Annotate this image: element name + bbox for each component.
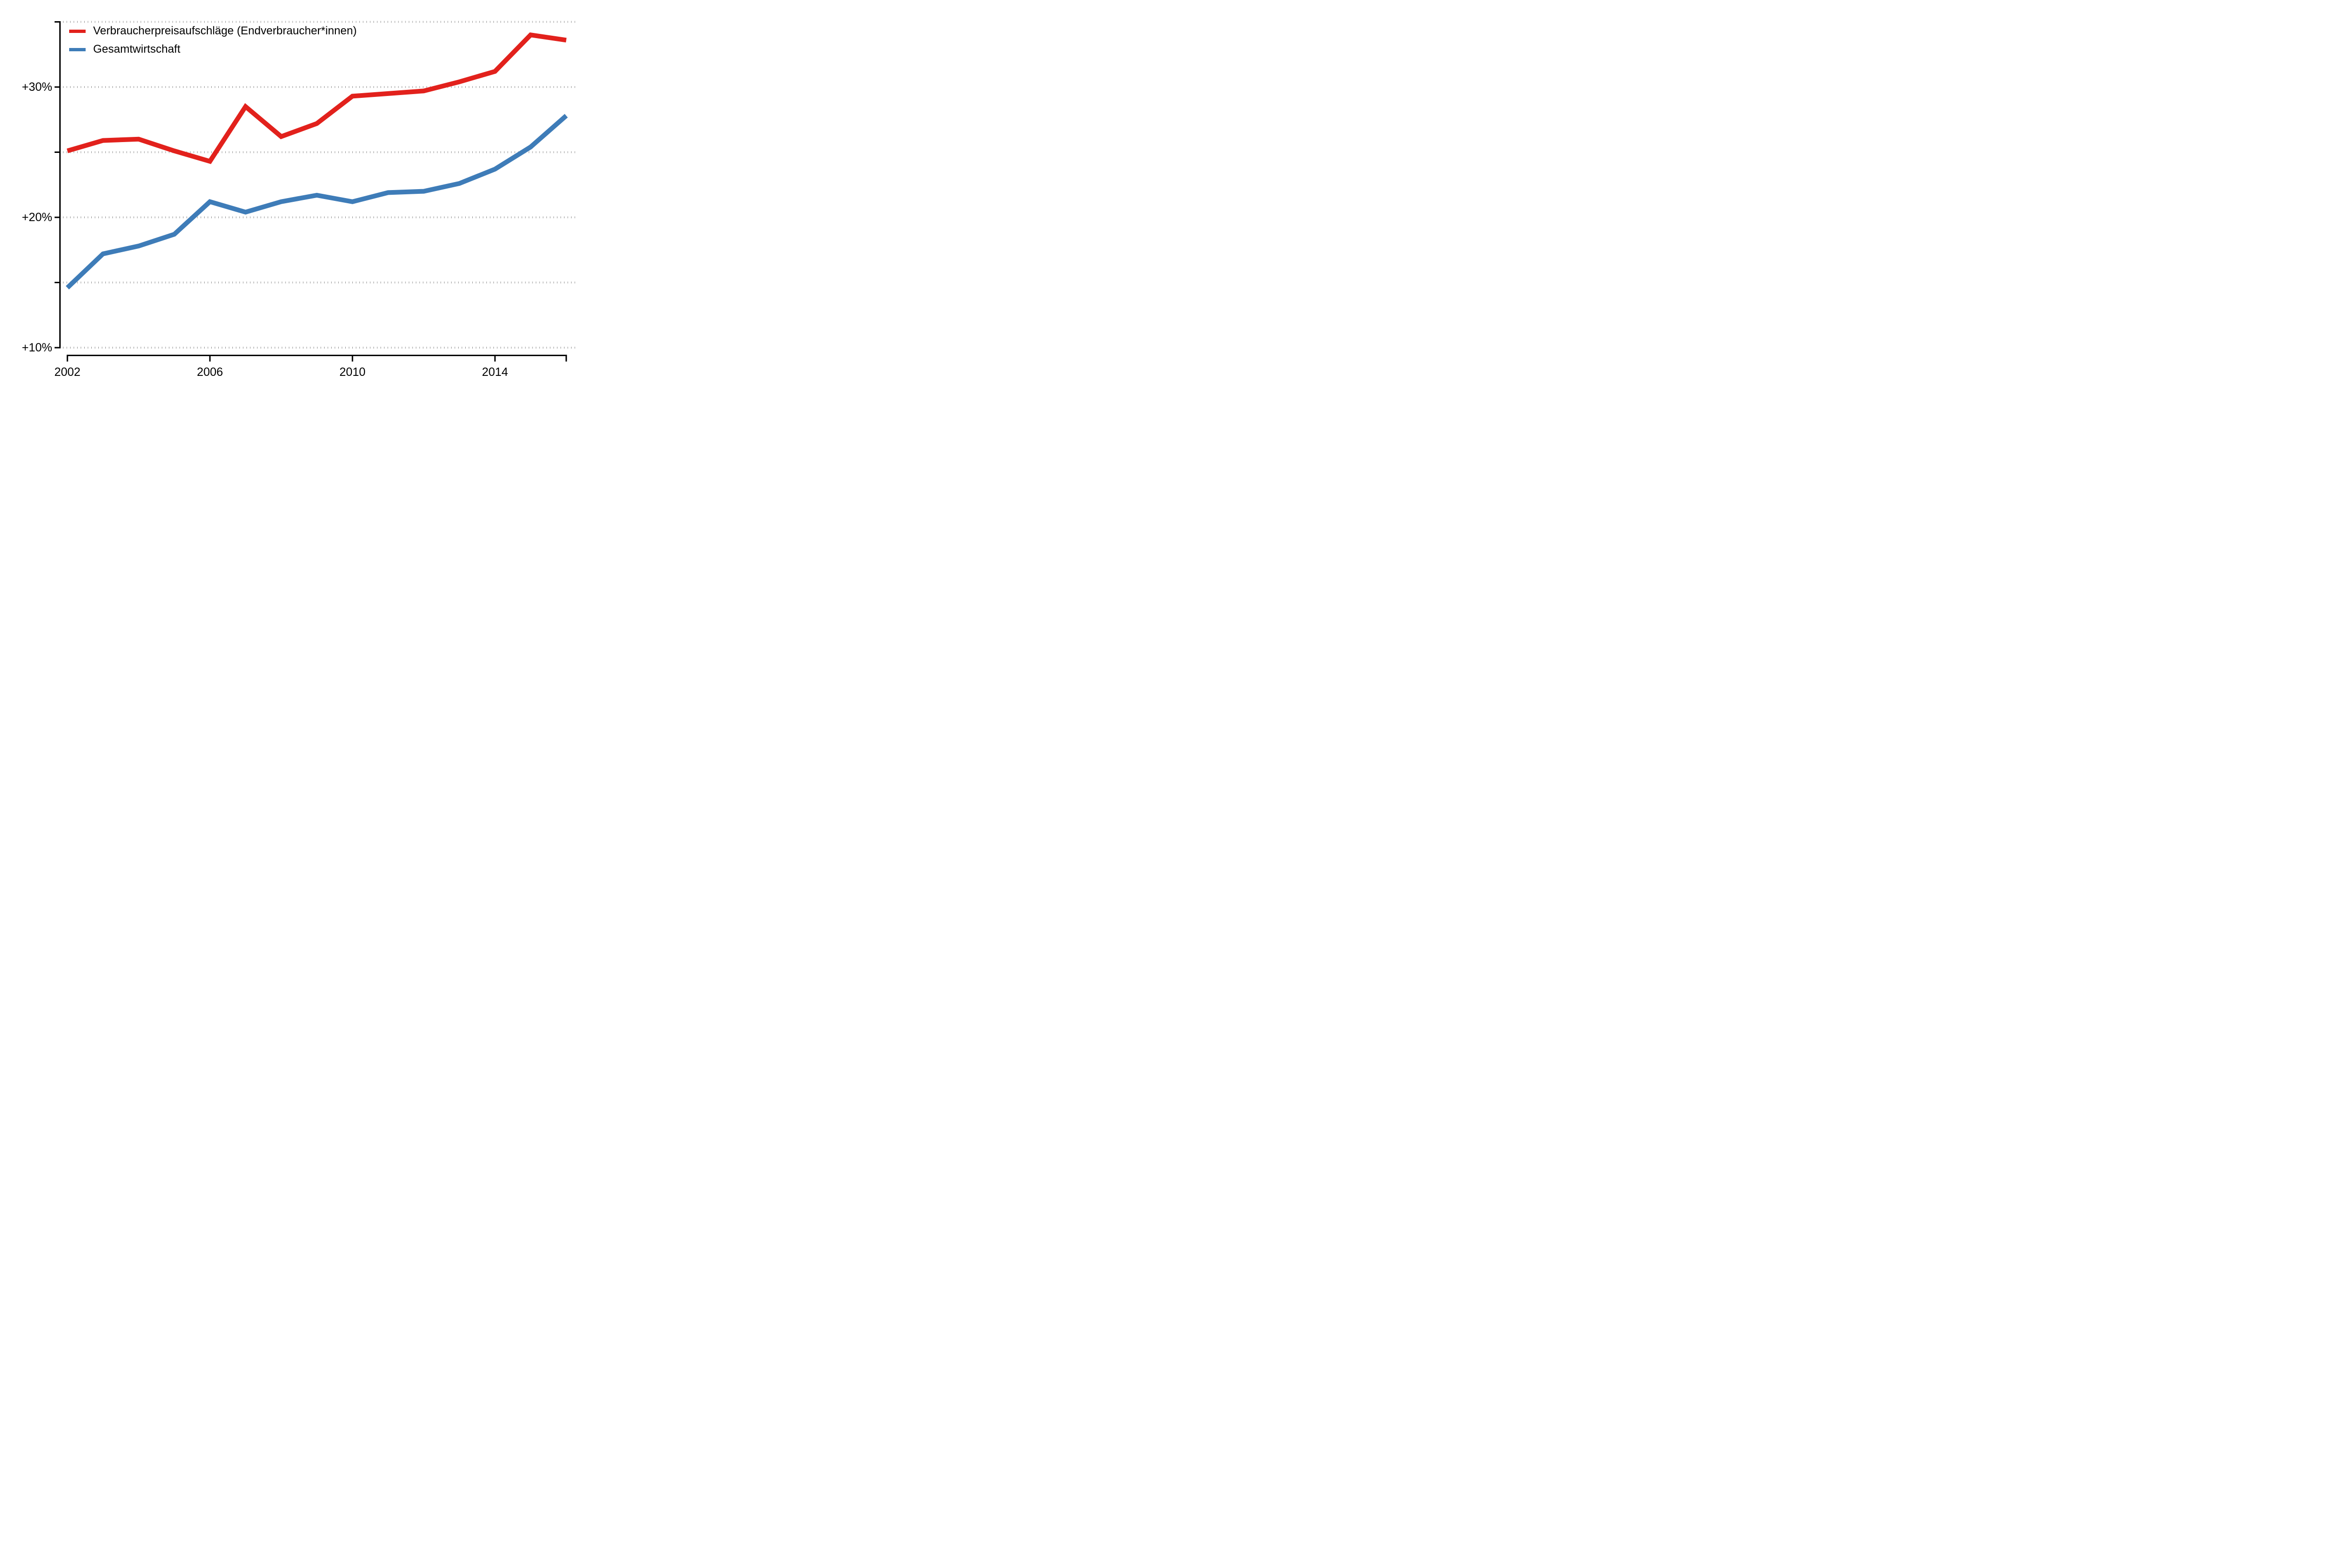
y-axis-label-20: +20% bbox=[22, 211, 52, 224]
series-line-gesamtwirtschaft bbox=[65, 114, 568, 290]
gridlines bbox=[63, 21, 576, 349]
plot-area bbox=[55, 21, 576, 362]
x-axis-label-2014: 2014 bbox=[482, 366, 509, 379]
y-axis-label-10: +10% bbox=[22, 341, 52, 354]
line-chart: Verbraucherpreisaufschläge (Endverbrauch… bbox=[0, 0, 588, 392]
series-line-verbraucherpreisaufschlaege bbox=[66, 32, 567, 164]
legend-red-line-swatch-icon bbox=[69, 29, 86, 33]
x-axis-label-2002: 2002 bbox=[54, 366, 81, 379]
series-lines bbox=[65, 32, 568, 290]
legend-item-verbraucherpreisaufschlaege: Verbraucherpreisaufschläge (Endverbrauch… bbox=[69, 24, 357, 38]
x-axis-label-2010: 2010 bbox=[339, 366, 366, 379]
y-axis-label-30: +30% bbox=[22, 80, 52, 94]
legend-item-gesamtwirtschaft: Gesamtwirtschaft bbox=[69, 43, 180, 56]
axes bbox=[55, 21, 567, 362]
legend-blue-line-swatch-icon bbox=[69, 48, 86, 51]
x-axis-label-2006: 2006 bbox=[197, 366, 223, 379]
legend-item-label: Gesamtwirtschaft bbox=[93, 43, 181, 56]
legend-item-label: Verbraucherpreisaufschläge (Endverbrauch… bbox=[93, 24, 357, 37]
